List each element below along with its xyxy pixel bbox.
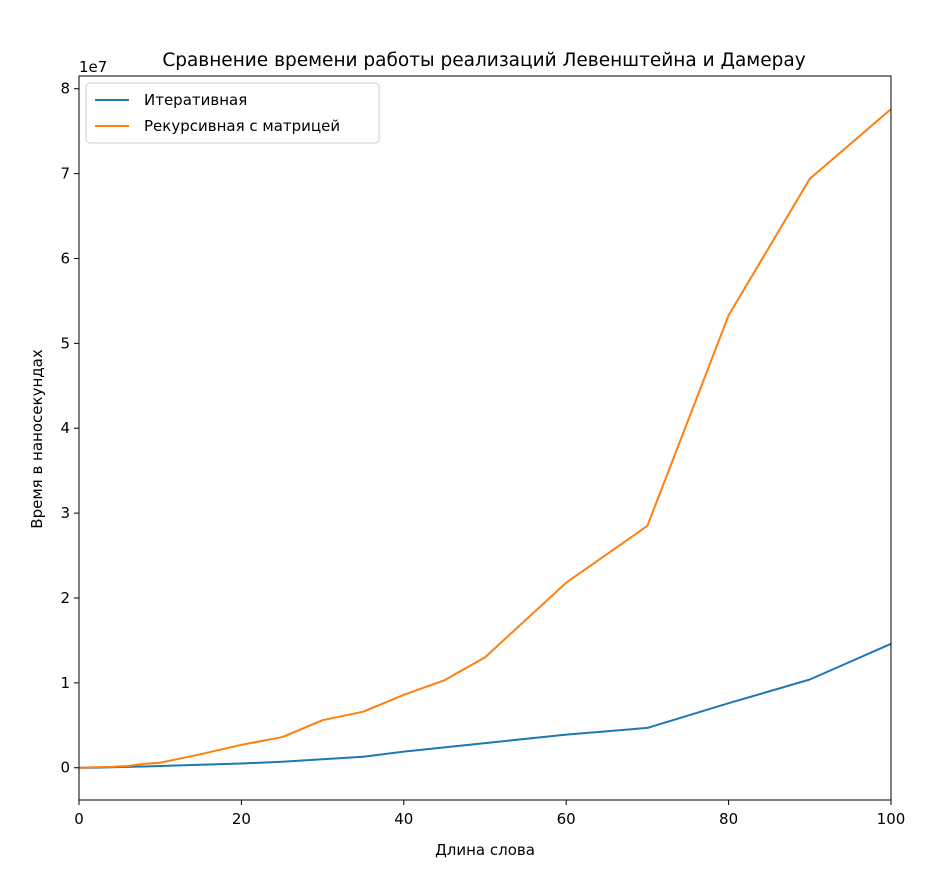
legend-box	[85, 82, 380, 144]
y-tick-label: 2	[60, 589, 70, 607]
x-tick-label: 0	[74, 810, 84, 828]
x-axis-label: Длина слова	[435, 841, 535, 859]
x-tick-label: 40	[394, 810, 413, 828]
y-tick-label: 0	[60, 759, 70, 777]
x-tick-label: 80	[719, 810, 738, 828]
y-axis-label: Время в наносекундах	[28, 349, 46, 529]
legend-label-recursive: Рекурсивная с матрицей	[144, 117, 340, 135]
series-line-recursive	[78, 108, 892, 769]
y-offset-label: 1e7	[79, 58, 107, 76]
y-tick-label: 4	[60, 419, 70, 437]
legend: Итеративная Рекурсивная с матрицей	[85, 82, 380, 144]
x-tick-label: 60	[557, 810, 576, 828]
y-tick-label: 5	[60, 334, 70, 352]
series-line-iterative	[79, 642, 892, 769]
y-tick-label: 8	[60, 80, 70, 98]
series-lines	[78, 108, 892, 769]
x-tick-label: 20	[232, 810, 251, 828]
y-tick-label: 7	[60, 165, 70, 183]
x-tick-label: 100	[877, 810, 906, 828]
y-tick-label: 3	[60, 504, 70, 522]
y-tick-label: 1	[60, 674, 70, 692]
axis-ticks: 0 20 40 60 80 100 0 1 2 3 4 5 6 7 8	[60, 80, 905, 828]
plot-frame	[78, 75, 892, 801]
y-tick-label: 6	[60, 249, 70, 267]
chart-title: Сравнение времени работы реализаций Леве…	[162, 50, 805, 71]
legend-label-iterative: Итеративная	[144, 91, 247, 109]
